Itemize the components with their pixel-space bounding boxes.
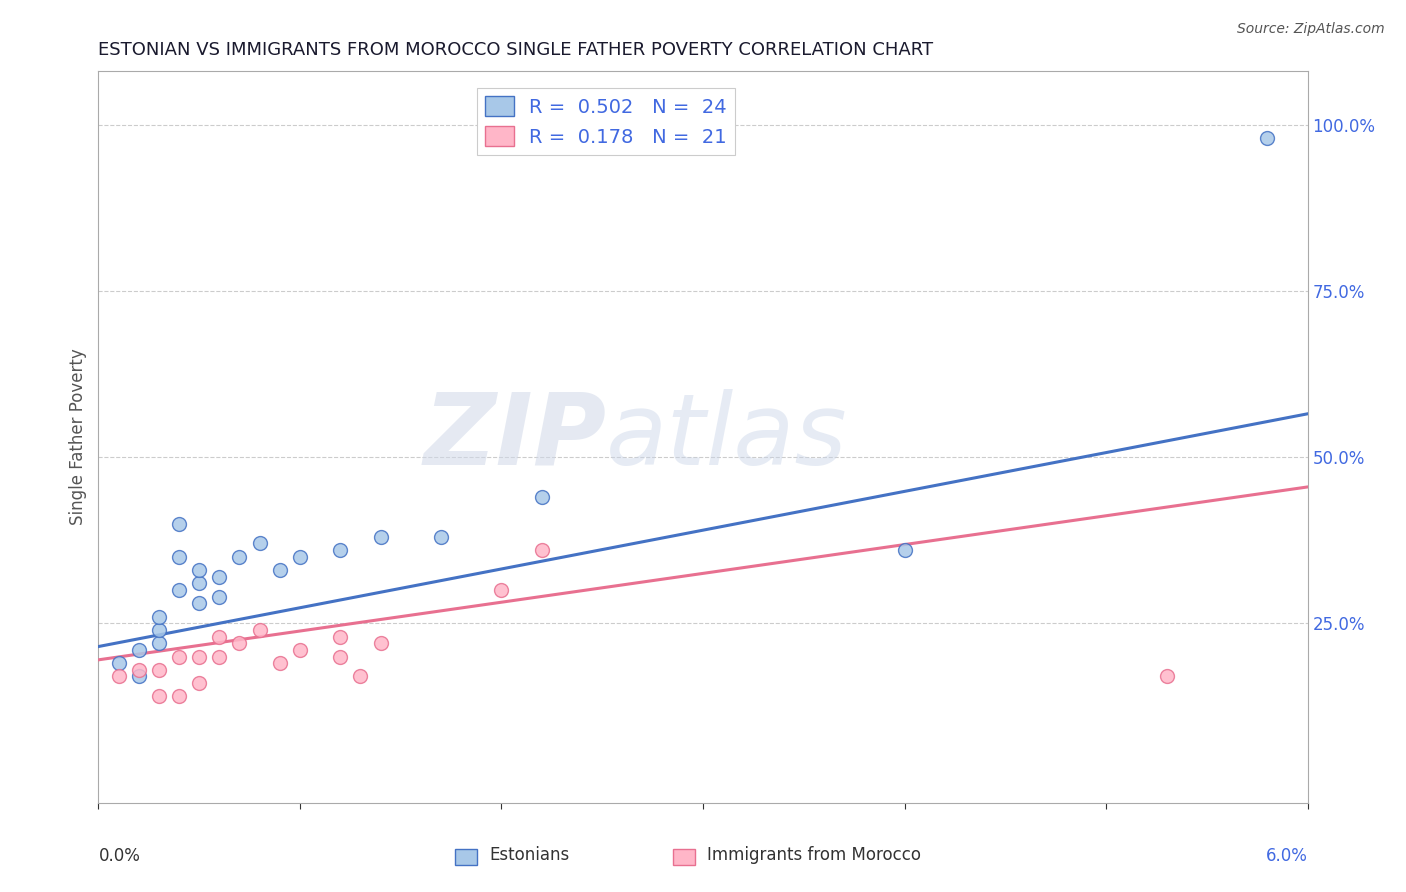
Point (107, 656, 129, 670)
Point (208, 649, 231, 664)
Point (329, 543, 352, 558)
Y-axis label: Single Father Poverty: Single Father Poverty (69, 349, 87, 525)
Point (167, 516, 190, 531)
Point (107, 669, 129, 683)
Point (148, 690, 170, 704)
Point (188, 576, 211, 591)
Point (208, 570, 231, 584)
Point (148, 636, 170, 650)
Point (128, 669, 150, 683)
Text: Estonians: Estonians (489, 847, 569, 864)
Point (188, 649, 211, 664)
Point (1256, 131, 1278, 145)
Point (228, 549, 250, 564)
Point (1156, 669, 1178, 683)
Point (329, 630, 352, 644)
Text: ESTONIAN VS IMMIGRANTS FROM MOROCCO SINGLE FATHER POVERTY CORRELATION CHART: ESTONIAN VS IMMIGRANTS FROM MOROCCO SING… (98, 41, 934, 59)
Text: Immigrants from Morocco: Immigrants from Morocco (707, 847, 921, 864)
Text: ZIP: ZIP (423, 389, 606, 485)
Point (167, 582, 190, 597)
Point (228, 636, 250, 650)
Point (208, 630, 231, 644)
FancyBboxPatch shape (672, 849, 695, 865)
Point (288, 643, 311, 657)
Point (167, 549, 190, 564)
Point (491, 582, 513, 597)
Point (167, 690, 190, 704)
Point (148, 663, 170, 677)
Legend: R =  0.502   N =  24, R =  0.178   N =  21: R = 0.502 N = 24, R = 0.178 N = 21 (477, 88, 735, 154)
Point (128, 663, 150, 677)
Text: atlas: atlas (606, 389, 848, 485)
Text: 0.0%: 0.0% (98, 847, 141, 864)
Point (148, 609, 170, 624)
Point (208, 590, 231, 604)
Point (249, 536, 271, 550)
Point (370, 636, 392, 650)
Text: 6.0%: 6.0% (1265, 847, 1308, 864)
Point (148, 623, 170, 637)
Point (188, 676, 211, 690)
Point (349, 669, 371, 683)
Point (269, 656, 291, 670)
Text: Source: ZipAtlas.com: Source: ZipAtlas.com (1237, 22, 1385, 37)
Point (893, 543, 915, 558)
Point (128, 643, 150, 657)
Point (188, 596, 211, 610)
Point (329, 649, 352, 664)
Point (430, 530, 453, 544)
Point (370, 530, 392, 544)
Point (167, 649, 190, 664)
Point (530, 490, 553, 504)
FancyBboxPatch shape (456, 849, 477, 865)
Point (249, 623, 271, 637)
Point (269, 563, 291, 577)
Point (530, 543, 553, 558)
Point (188, 563, 211, 577)
Point (288, 549, 311, 564)
